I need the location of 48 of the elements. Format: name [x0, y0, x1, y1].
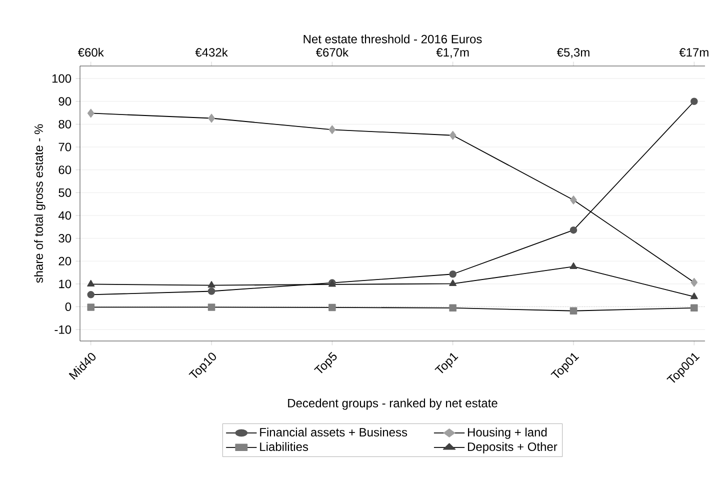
y-tick-label: 0: [65, 302, 72, 312]
text: €1,7m: [436, 48, 469, 58]
legend-label: Financial assets + Business: [260, 428, 408, 437]
y-tick-label: 90: [58, 97, 72, 106]
point: [87, 280, 95, 287]
y-tick-label: 50: [58, 188, 72, 197]
x-tick-label: Top1: [434, 353, 458, 374]
legend-label: Liabilities: [260, 442, 308, 451]
point: [208, 304, 216, 311]
point: [208, 114, 215, 123]
point: [690, 304, 698, 312]
point: [570, 262, 578, 269]
text: €5,3m: [556, 48, 590, 58]
point: [449, 130, 456, 140]
point: [690, 292, 698, 300]
point: [87, 291, 94, 298]
point: [570, 226, 578, 234]
point: [690, 98, 698, 106]
point: [449, 304, 456, 312]
point: [449, 279, 457, 286]
text: €17m: [679, 48, 708, 57]
y-tick-label: -10: [54, 325, 72, 334]
y-tick-label: 80: [58, 120, 72, 128]
point: [208, 288, 216, 295]
y-tick-label: 40: [58, 211, 72, 220]
legend-label: Housing + land: [468, 428, 547, 439]
y-tick-label: 30: [58, 234, 72, 243]
point: [570, 307, 578, 315]
point: [328, 304, 336, 312]
text: €432k: [195, 48, 228, 57]
text: €60k: [78, 48, 104, 57]
point: [449, 270, 456, 278]
point: [570, 196, 577, 204]
y-tick-label: 60: [58, 166, 72, 174]
y-axis-title: share of total gross estate - %: [34, 124, 46, 283]
point: [690, 278, 698, 287]
x-axis-title: Decedent groups - ranked by net estate: [288, 398, 498, 410]
text: €670k: [316, 48, 349, 57]
y-tick-label: 10: [59, 280, 72, 288]
legend-label: Deposits + Other: [468, 442, 558, 454]
y-tick-label: 20: [58, 256, 72, 266]
point: [87, 108, 94, 118]
y-tick-label: 70: [58, 142, 72, 152]
point: [208, 281, 216, 288]
x2-axis-title: Net estate threshold - 2016 Euros: [304, 34, 482, 44]
point: [87, 304, 94, 311]
y-tick-label: 100: [52, 74, 72, 83]
point: [328, 125, 336, 134]
